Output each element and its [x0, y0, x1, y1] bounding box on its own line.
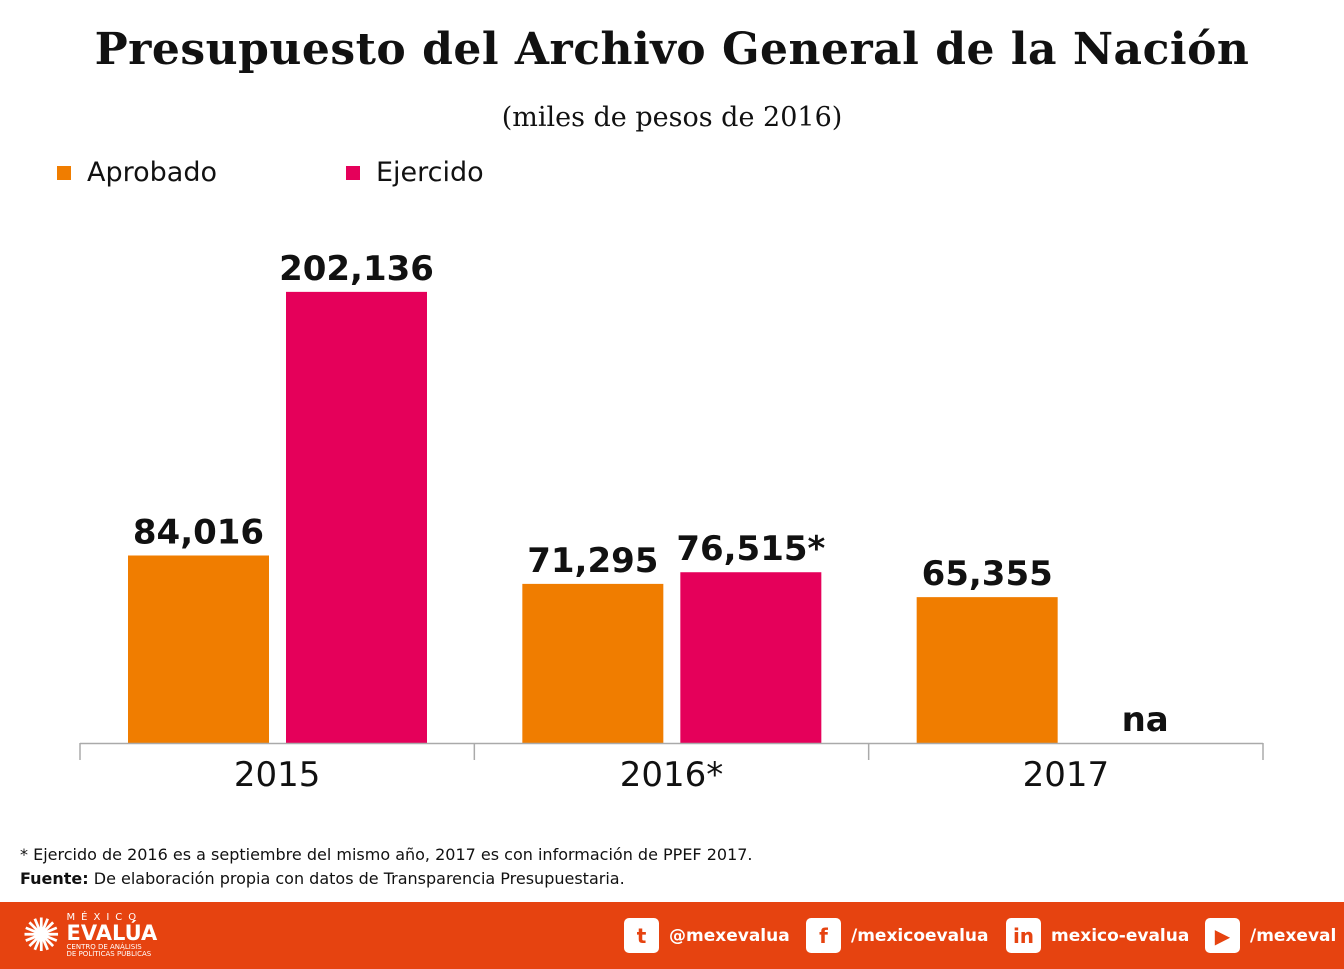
x-tick-label: 2016*: [620, 755, 724, 795]
source-text: De elaboración propia con datos de Trans…: [88, 869, 625, 888]
data-label: 202,136: [279, 249, 434, 289]
linkedin-icon: in: [1006, 918, 1041, 953]
bar-chart: 84,016 202,136 2015 71,295 76,515* 2016* 65,35…: [79, 249, 1264, 795]
footnote: * Ejercido de 2016 es a septiembre del m…: [20, 845, 753, 864]
source-label: Fuente:: [20, 869, 89, 888]
legend-label: Ejercido: [376, 157, 484, 188]
twitter-icon: t: [624, 918, 659, 953]
legend-swatch: [346, 165, 360, 180]
data-label: na: [1122, 700, 1169, 740]
social-youtube[interactable]: ▶ /mexeval: [1205, 918, 1336, 953]
data-label: 71,295: [527, 541, 658, 581]
notes: * Ejercido de 2016 es a septiembre del m…: [20, 843, 753, 891]
logo-sub: CENTRO DE ANÁLISIS: [66, 942, 142, 951]
facebook-icon: f: [806, 918, 841, 953]
social-label: mexico-evalua: [1051, 925, 1190, 946]
social-label: @mexevalua: [669, 925, 790, 946]
bar: [522, 583, 664, 743]
bar: [916, 597, 1058, 743]
chart-subtitle: (miles de pesos de 2016): [501, 102, 843, 133]
data-label: 65,355: [922, 554, 1053, 594]
social-label: /mexeval: [1250, 925, 1337, 946]
logo-top: MÉXICO: [66, 911, 143, 923]
social-linkedin[interactable]: in mexico-evalua: [1006, 918, 1189, 953]
social-label: /mexicoevalua: [851, 925, 989, 946]
logo-star-icon: ✺: [22, 908, 61, 962]
logo-main: EVALÚA: [66, 920, 158, 945]
social-twitter[interactable]: t @mexevalua: [624, 918, 790, 953]
legend-swatch: [57, 165, 71, 180]
data-label: 84,016: [133, 512, 264, 552]
bar: [680, 572, 822, 743]
bar: [286, 291, 427, 743]
legend-item-ejercido: Ejercido: [346, 157, 484, 188]
legend-label: Aprobado: [87, 157, 217, 188]
bar: [128, 555, 269, 743]
data-label: 76,515*: [676, 529, 825, 569]
mexico-evalua-logo: ✺ MÉXICO EVALÚA CENTRO DE ANÁLISIS DE PO…: [22, 912, 157, 958]
logo-sub: DE POLÍTICAS PÚBLICAS: [66, 949, 152, 958]
legend-item-aprobado: Aprobado: [57, 157, 217, 188]
chart-title: Presupuesto del Archivo General de la Na…: [94, 24, 1250, 75]
x-tick-label: 2017: [1023, 755, 1110, 795]
footer: ✺ MÉXICO EVALÚA CENTRO DE ANÁLISIS DE PO…: [0, 902, 1344, 969]
x-tick-label: 2015: [234, 755, 321, 795]
source: Fuente: De elaboración propia con datos …: [20, 867, 753, 891]
social-facebook[interactable]: f /mexicoevalua: [806, 918, 989, 953]
youtube-icon: ▶: [1205, 918, 1240, 953]
